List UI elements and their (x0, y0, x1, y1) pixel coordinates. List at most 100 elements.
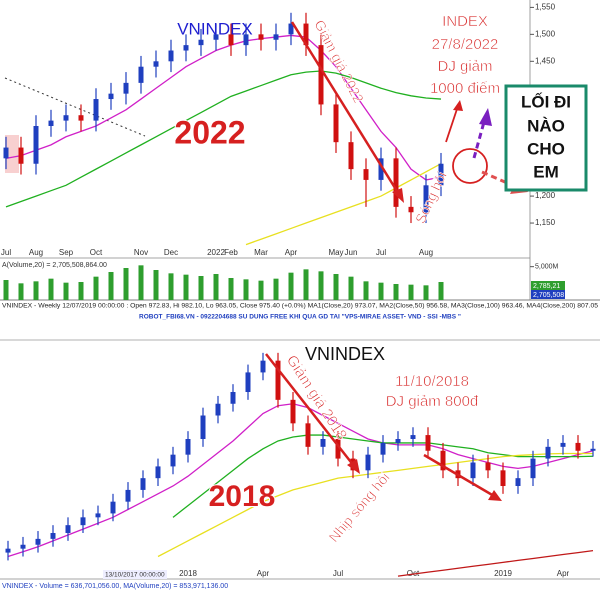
volume-tick-label: 5,000M (535, 264, 559, 271)
candle-body (63, 115, 69, 121)
arrow (290, 21, 402, 197)
volume-bar (48, 278, 54, 300)
candle-body (125, 489, 131, 502)
volume-bar (108, 272, 114, 300)
moving-average (5, 34, 442, 181)
candle-body (93, 99, 99, 121)
date-label: 13/10/2017 00:00:00 (105, 572, 165, 579)
candle-body (290, 399, 296, 424)
candle-body (378, 158, 384, 180)
candle-body (168, 50, 174, 62)
candle-body (395, 439, 401, 443)
candle-body (215, 403, 221, 416)
volume-bar (258, 280, 264, 300)
x-tick-label: 2022 (207, 248, 225, 257)
moving-average (245, 163, 442, 246)
candle-body (138, 66, 144, 83)
candle-body (153, 61, 159, 67)
volume-bar (273, 278, 279, 300)
candle-body (590, 448, 596, 451)
x-tick-label: 2018 (179, 569, 197, 578)
callout-line: INDEX (442, 13, 488, 30)
volume-bar (18, 283, 24, 300)
arrow (265, 353, 355, 467)
circle-marker (452, 148, 488, 184)
y-tick-label: 1,550 (535, 3, 556, 12)
trend-line (4, 77, 146, 137)
volume-bar (123, 268, 129, 300)
candle-body (20, 544, 26, 549)
candle-body (183, 45, 189, 51)
tag-bg (531, 290, 565, 299)
candle-body (530, 458, 536, 479)
box-line: CHO (527, 139, 565, 158)
volume-bar (333, 274, 339, 300)
arrow-head (392, 188, 404, 203)
volume-tag: 2,705,508 (533, 292, 564, 299)
candle-body (48, 120, 54, 126)
candle-body (425, 435, 431, 451)
x-tick-label: Apr (257, 569, 270, 578)
arrow (472, 121, 486, 159)
volume-bar (303, 269, 309, 300)
candle-body (18, 147, 24, 164)
volume-bar (243, 279, 249, 300)
volume-bar (63, 282, 69, 300)
candle-body (228, 34, 234, 46)
candle-body (258, 34, 264, 40)
candle-body (273, 34, 279, 40)
candle-body (365, 454, 371, 471)
candle-body (380, 442, 386, 455)
candle-body (363, 169, 369, 180)
candle-body (198, 39, 204, 46)
volume-tag: 2,785,21 (533, 283, 560, 290)
candle-body (170, 454, 176, 467)
y-tick-label: 1,150 (535, 218, 556, 227)
candle-body (3, 147, 9, 159)
volume-bar (198, 276, 204, 300)
candle-body (33, 126, 39, 164)
volume-bar (93, 276, 99, 300)
candle-body (230, 392, 236, 404)
candle-body (333, 104, 339, 143)
candle-body (185, 439, 191, 455)
candle-body (245, 372, 251, 392)
candle-body (575, 442, 581, 451)
highlight (5, 135, 19, 173)
callout-line: DJ giảm (437, 58, 492, 75)
candle-body (65, 525, 71, 533)
volume-bar (318, 271, 324, 300)
volume-bar (408, 284, 414, 300)
volume-bar (228, 278, 234, 300)
chart-title: VNINDEX (305, 344, 385, 364)
volume-bar (393, 284, 399, 300)
candle-body (470, 462, 476, 479)
chart-header: VNINDEX - Weekly 12/07/2019 00:00:00 : O… (2, 303, 599, 310)
candle-body (213, 34, 219, 40)
arrow (445, 105, 459, 143)
x-tick-label: Jul (333, 569, 343, 578)
x-tick-label: Dec (164, 248, 178, 257)
candle-body (410, 435, 416, 439)
arrow-head (347, 459, 360, 474)
candle-body (243, 34, 249, 46)
x-tick-label: Jul (1, 248, 11, 257)
x-tick-label: Aug (419, 248, 433, 257)
candle-body (335, 439, 341, 459)
volume-bar (183, 274, 189, 300)
annotation: 2018 (209, 480, 276, 513)
volume-label: VNINDEX - Volume = 636,701,056.00, MA(Vo… (2, 583, 228, 590)
callout-line: 11/10/2018 (395, 373, 469, 390)
x-tick-label: Nov (134, 248, 148, 257)
candle-body (50, 533, 56, 539)
volume-bar (3, 280, 9, 300)
candle-body (500, 470, 506, 486)
candle-body (108, 93, 114, 100)
candle-body (423, 185, 429, 213)
volume-bar (363, 281, 369, 300)
arrow (481, 170, 515, 188)
volume-bar (213, 274, 219, 300)
candle-body (303, 23, 309, 46)
arrow-head (453, 100, 463, 111)
